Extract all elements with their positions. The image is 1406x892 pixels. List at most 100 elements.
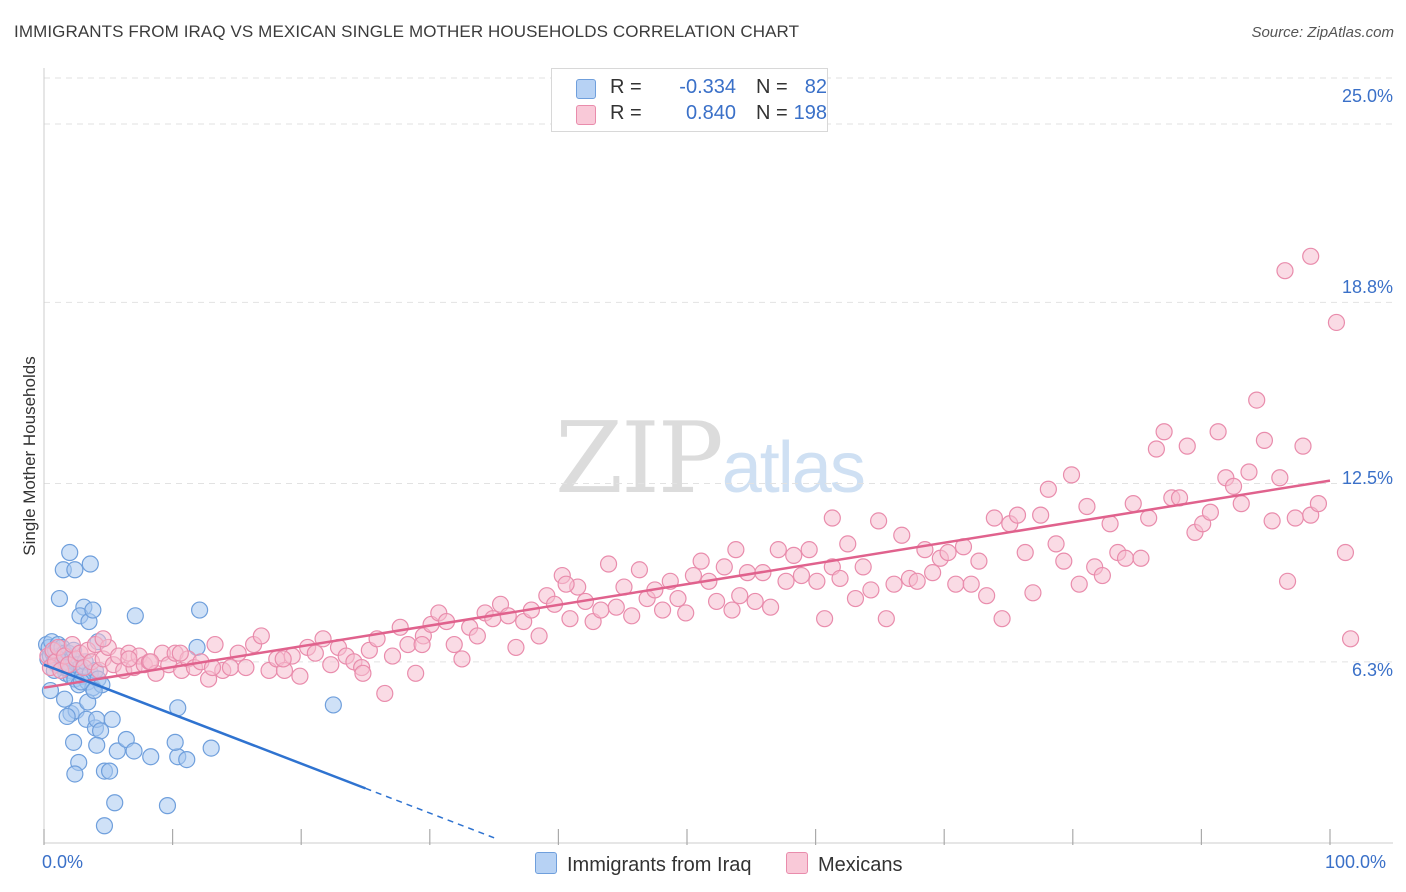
mexicans-point bbox=[453, 650, 471, 668]
mexicans-point bbox=[1039, 480, 1057, 498]
mexicans-point bbox=[1294, 437, 1312, 455]
mexicans-point bbox=[993, 610, 1011, 628]
mexicans-point bbox=[1132, 549, 1150, 567]
y-tick-label: 18.8% bbox=[1341, 277, 1393, 297]
mexicans-point bbox=[777, 572, 795, 590]
mexicans-point bbox=[761, 598, 780, 616]
legend-item-mexicans[interactable]: Mexicans bbox=[786, 852, 902, 877]
mexicans-point bbox=[607, 598, 625, 616]
mexicans-point bbox=[1209, 423, 1227, 441]
mexicans-point bbox=[274, 650, 292, 668]
iraq-point bbox=[191, 601, 209, 619]
mexicans-point bbox=[1201, 503, 1220, 521]
mexicans-point bbox=[1309, 495, 1328, 513]
mexicans-point bbox=[1147, 440, 1165, 458]
mexicans-point bbox=[970, 552, 988, 570]
mexicans-point bbox=[1302, 247, 1320, 265]
mexicans-point bbox=[557, 575, 575, 593]
mexicans-point bbox=[592, 601, 610, 619]
x-tick-label-min: 0.0% bbox=[42, 852, 84, 872]
mexicans-point bbox=[707, 592, 726, 611]
iraq-point bbox=[58, 707, 76, 726]
mexicans-point bbox=[727, 541, 745, 559]
mexicans-point bbox=[1240, 463, 1258, 481]
iraq-trendline bbox=[43, 663, 366, 790]
mexicans-point bbox=[947, 575, 965, 593]
mexicans-point bbox=[1062, 466, 1081, 484]
mexicans-point bbox=[746, 592, 764, 611]
mexicans-point bbox=[623, 607, 641, 625]
y-tick-label: 6.3% bbox=[1351, 660, 1393, 680]
mexicans-point bbox=[407, 664, 425, 682]
mexicans-point bbox=[229, 644, 247, 662]
iraq-point bbox=[106, 794, 124, 812]
iraq-point bbox=[202, 739, 220, 757]
mexicans-point bbox=[322, 656, 340, 674]
mexicans-point bbox=[94, 630, 112, 648]
mexicans-point bbox=[985, 509, 1003, 527]
iraq-point bbox=[142, 748, 160, 766]
n-label: N = bbox=[756, 102, 788, 124]
mexicans-point bbox=[499, 607, 517, 625]
mexicans-point bbox=[1055, 552, 1073, 570]
r-label: R = bbox=[610, 76, 642, 98]
mexicans-point bbox=[893, 526, 911, 544]
mexicans-point bbox=[839, 535, 857, 553]
mexicans-point bbox=[1155, 423, 1173, 441]
mexicans-point bbox=[1140, 509, 1158, 527]
mexicans-point bbox=[1124, 495, 1142, 513]
mexicans-point bbox=[1271, 469, 1289, 487]
mexicans-points-layer bbox=[39, 247, 1360, 703]
mexicans-point bbox=[1336, 543, 1355, 562]
mexicans-point bbox=[715, 558, 733, 576]
mexicans-point bbox=[354, 664, 372, 682]
mexicans-point bbox=[1248, 391, 1266, 409]
mexicans-point bbox=[561, 610, 579, 628]
iraq-point bbox=[103, 710, 121, 728]
n-label: N = bbox=[756, 76, 788, 98]
mexicans-point bbox=[723, 601, 741, 619]
iraq-point bbox=[50, 589, 69, 608]
mexicans-legend-label: Mexicans bbox=[818, 854, 903, 876]
mexicans-point bbox=[769, 541, 787, 559]
mexicans-point bbox=[731, 587, 749, 605]
mexicans-point bbox=[383, 647, 402, 665]
iraq-swatch bbox=[576, 79, 596, 99]
mexicans-point bbox=[507, 638, 525, 657]
iraq-point bbox=[64, 733, 83, 751]
mexicans-point bbox=[908, 572, 926, 590]
mexicans-point bbox=[142, 653, 160, 671]
mexicans-point bbox=[1276, 262, 1294, 280]
mexicans-point bbox=[1008, 506, 1027, 524]
y-axis-label: Single Mother Households bbox=[20, 356, 39, 556]
mexicans-point bbox=[669, 589, 687, 608]
watermark-atlas: atlas bbox=[721, 428, 866, 508]
r-label: R = bbox=[610, 102, 642, 124]
mexicans-point bbox=[1255, 431, 1274, 449]
mexicans-point bbox=[1224, 477, 1243, 495]
mexicans-point bbox=[924, 564, 942, 582]
mexicans-point bbox=[1263, 512, 1281, 530]
trendlines-layer bbox=[43, 479, 1331, 839]
iraq-point bbox=[100, 762, 119, 780]
mexicans-point bbox=[800, 541, 818, 559]
mexicans-point bbox=[885, 575, 903, 593]
mexicans-point bbox=[785, 546, 803, 565]
chart-title: IMMIGRANTS FROM IRAQ VS MEXICAN SINGLE M… bbox=[14, 22, 800, 41]
mexicans-point bbox=[391, 618, 409, 636]
mexicans-point bbox=[1078, 497, 1096, 516]
legend-item-iraq[interactable]: Immigrants from Iraq bbox=[535, 852, 751, 877]
watermark: ZIPatlas bbox=[555, 402, 866, 516]
iraq-point bbox=[81, 555, 99, 573]
grid-layer bbox=[44, 77, 1393, 663]
mexicans-point bbox=[862, 581, 880, 599]
mexicans-point bbox=[808, 572, 826, 590]
stats-legend: R = -0.334 N = 82 R = 0.840 N = 198 bbox=[551, 68, 828, 132]
mexicans-point bbox=[846, 589, 865, 608]
mexicans-point bbox=[306, 644, 324, 662]
mexicans-point bbox=[939, 543, 957, 562]
iraq-point bbox=[324, 696, 342, 714]
iraq-point bbox=[158, 797, 177, 815]
mexicans-point bbox=[653, 601, 672, 619]
